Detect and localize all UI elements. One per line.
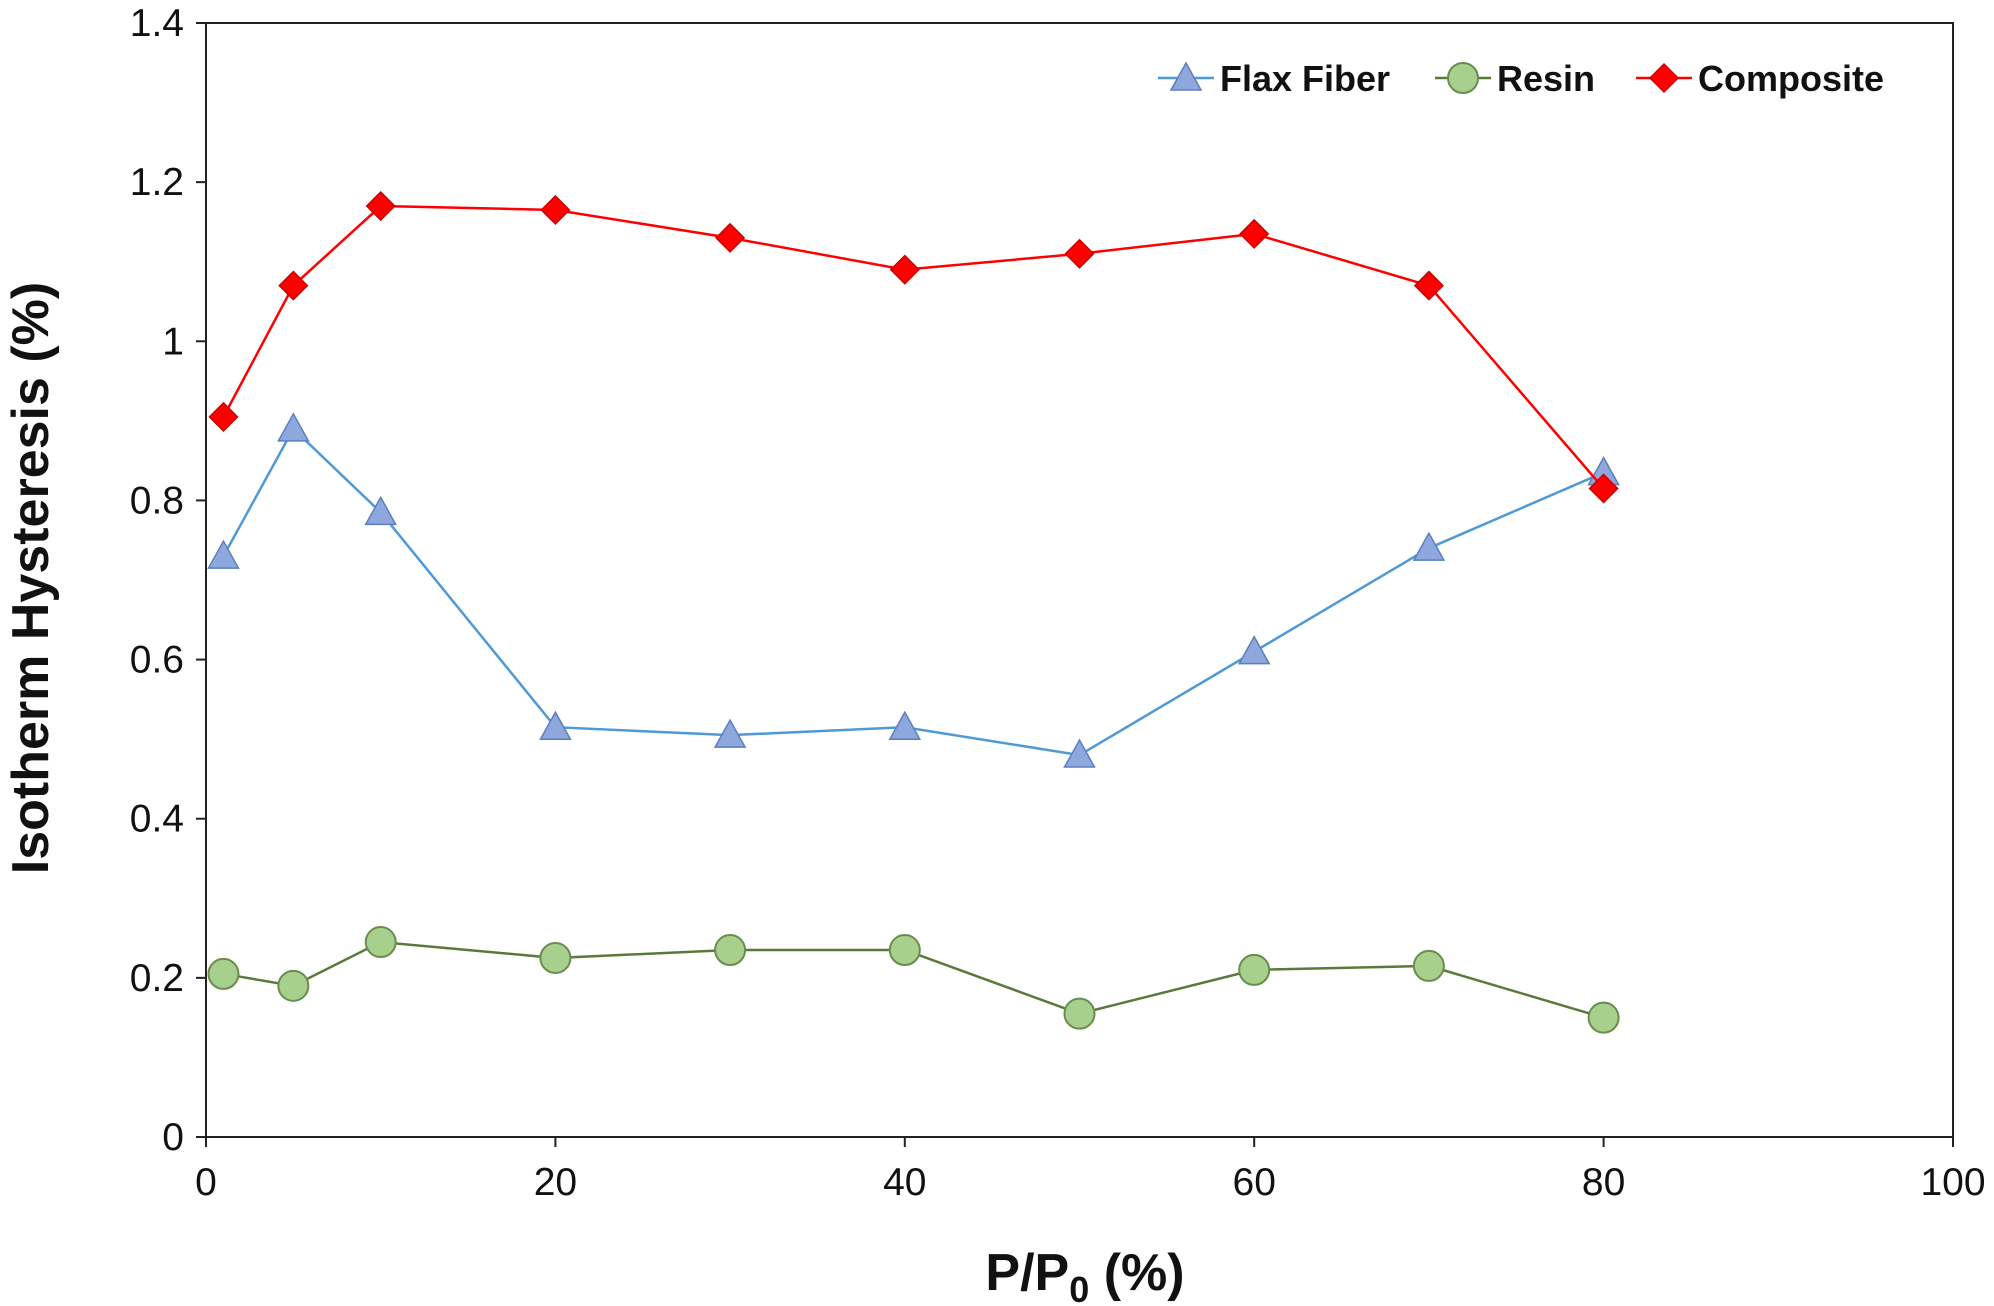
flax-fiber-line <box>222 426 1605 757</box>
composite-point <box>1588 473 1619 504</box>
y-tick-label: 0.4 <box>130 798 184 841</box>
composite-point <box>715 222 746 253</box>
flax-fiber-point <box>277 412 310 442</box>
x-axis-title-subscript: 0 <box>1069 1269 1089 1306</box>
flax-fiber-point <box>1063 738 1096 768</box>
x-tick-label: 80 <box>1582 1161 1625 1204</box>
resin-point <box>277 969 310 1002</box>
x-tick-label: 20 <box>534 1161 577 1204</box>
legend-resin-point <box>1447 62 1479 94</box>
y-tick-label: 0 <box>162 1116 184 1159</box>
composite-point <box>1064 238 1095 269</box>
resin-point <box>1412 949 1445 982</box>
legend-composite-point <box>1648 62 1680 94</box>
x-tick-label: 100 <box>1920 1161 1985 1204</box>
y-tick-label: 0.6 <box>130 639 184 682</box>
y-tick-label: 1.4 <box>130 2 184 45</box>
series-resin <box>207 926 1620 1034</box>
resin-point <box>207 957 240 990</box>
composite-point <box>540 194 571 226</box>
x-tick-label: 0 <box>195 1161 217 1204</box>
resin-point <box>1238 953 1271 986</box>
resin-point <box>888 934 921 967</box>
axes: 0 0.2 0.4 0.6 0.8 1 1.2 1.4 0 20 40 60 80 100 <box>130 2 1986 1204</box>
composite-point <box>1413 270 1444 301</box>
plot-frame <box>205 22 1954 1138</box>
y-tick-label: 0.2 <box>130 957 184 1000</box>
resin-point <box>1587 1001 1620 1034</box>
resin-line <box>223 940 1604 1019</box>
flax-fiber-point <box>713 718 747 748</box>
flax-fiber-point <box>888 710 922 740</box>
series-flax-fiber <box>207 412 1620 768</box>
composite-point <box>278 270 309 301</box>
resin-point <box>1063 997 1096 1030</box>
x-tick-label: 40 <box>883 1161 926 1204</box>
legend-item-resin: Resin <box>1435 58 1595 99</box>
legend-label: Composite <box>1698 58 1884 99</box>
composite-point <box>889 254 920 285</box>
resin-point <box>714 934 747 967</box>
composite-point <box>208 401 239 432</box>
legend-label: Flax Fiber <box>1220 58 1390 99</box>
legend-item-composite: Composite <box>1636 58 1884 99</box>
composite-line <box>222 204 1605 490</box>
legend: Flax Fiber Resin Composite <box>1158 58 1884 99</box>
y-tick-label: 1 <box>162 320 184 363</box>
x-axis-title-unit: (%) <box>1089 1244 1184 1302</box>
y-tick-label: 0.8 <box>130 479 184 522</box>
flax-fiber-point <box>364 495 397 526</box>
legend-label: Resin <box>1497 58 1595 99</box>
flax-fiber-point <box>207 539 240 569</box>
resin-point <box>364 926 397 959</box>
y-tick-label: 1.2 <box>130 161 184 204</box>
y-axis-title: Isotherm Hysteresis (%) <box>2 282 60 874</box>
flax-fiber-point <box>539 710 572 740</box>
flax-fiber-point <box>1237 635 1271 665</box>
composite-point <box>365 190 396 222</box>
legend-flax-fiber-point <box>1169 61 1203 91</box>
series-composite <box>208 190 1619 504</box>
resin-point <box>539 941 572 974</box>
legend-item-flax-fiber: Flax Fiber <box>1158 58 1390 99</box>
flax-fiber-point <box>1412 531 1446 561</box>
x-axis-title: P/P0 (%) <box>985 1244 1184 1306</box>
composite-point <box>1239 218 1270 249</box>
series-layer <box>207 190 1620 1034</box>
x-axis-title-main: P/P <box>985 1244 1069 1302</box>
x-tick-label: 60 <box>1233 1161 1276 1204</box>
